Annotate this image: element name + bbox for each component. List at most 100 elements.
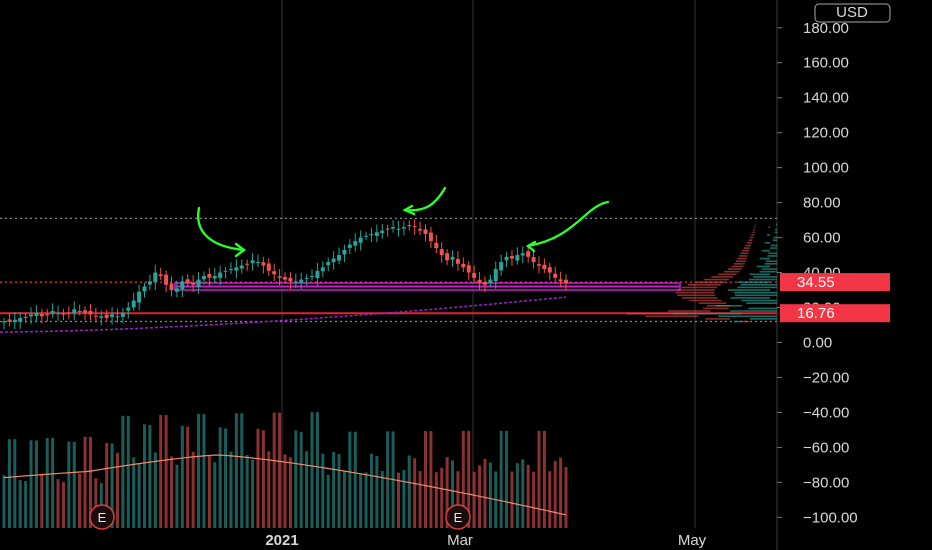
candle-body — [536, 264, 541, 266]
volume-profile-bar — [762, 249, 770, 252]
x-tick-label: May — [678, 532, 707, 549]
volume-bar — [213, 462, 217, 528]
support-zone-box — [174, 282, 681, 291]
volume-bar — [261, 430, 265, 528]
candle-body — [180, 281, 185, 290]
volume-bar — [521, 459, 525, 528]
candle-body — [374, 232, 379, 236]
volume-profile-bar — [682, 297, 718, 299]
volume-profile-bar — [730, 310, 777, 312]
volume-bar — [429, 431, 433, 528]
volume-bar — [424, 431, 427, 528]
candle-body — [558, 279, 563, 282]
candle-body — [564, 279, 568, 284]
volume-bar — [61, 482, 65, 528]
volume-bar — [229, 451, 233, 528]
currency-label[interactable]: USD — [836, 4, 868, 21]
volume-average-line — [3, 454, 567, 516]
volume-profile-bar — [735, 294, 777, 297]
volume-bar — [110, 443, 114, 528]
volume-bar — [332, 452, 336, 528]
y-tick-label: −100.00 — [803, 509, 858, 526]
candle-body — [83, 310, 88, 313]
volume-profile-bar — [761, 268, 777, 270]
volume-bar — [434, 472, 438, 528]
volume-profile-bar — [668, 310, 711, 312]
volume-bar — [29, 440, 33, 528]
candle-body — [337, 255, 342, 261]
candle-body — [515, 255, 520, 261]
volume-profile-bar — [695, 281, 725, 283]
volume-profile-bar — [718, 315, 777, 318]
candle-body — [423, 229, 428, 235]
candle-body — [218, 272, 223, 278]
volume-profile-bar — [750, 236, 754, 239]
candle-body — [288, 277, 293, 282]
arrow-head-peak-head — [402, 204, 416, 216]
candle-body — [315, 270, 320, 279]
volume-profile-bar — [702, 307, 729, 310]
volume-bar — [13, 439, 17, 528]
candle-body — [418, 228, 423, 231]
volume-profile-bar — [752, 276, 777, 278]
volume-bar — [137, 464, 141, 528]
candle-body — [164, 274, 169, 285]
candle-body — [120, 312, 125, 317]
volume-bar — [278, 412, 282, 528]
volume-profile-bar — [728, 268, 742, 270]
candle-body — [369, 234, 374, 236]
volume-profile-bar — [748, 278, 777, 281]
candle-body — [18, 318, 23, 322]
candle-body — [358, 237, 363, 243]
price-tag — [780, 304, 890, 323]
candle-body — [110, 314, 115, 317]
volume-bar — [407, 455, 411, 528]
candle-body — [461, 263, 466, 268]
volume-profile-bar — [745, 244, 751, 247]
currency-box — [814, 3, 891, 23]
volume-bar — [45, 437, 49, 528]
volume-bar — [467, 430, 471, 528]
volume-bar — [175, 464, 179, 528]
volume-bar — [186, 426, 190, 528]
candle-body — [401, 227, 406, 229]
candle-body — [77, 311, 82, 313]
volume-bar — [267, 451, 271, 528]
candle-body — [509, 255, 514, 259]
time-axis: 2021 Mar May — [265, 532, 706, 549]
arrow-right-shoulder-head — [525, 240, 537, 253]
candle-body — [115, 316, 120, 318]
price-tags: 34.55 16.76 — [780, 273, 890, 323]
x-tick-label: 2021 — [265, 532, 298, 549]
y-tick-label: 160.00 — [803, 55, 849, 72]
volume-bar — [364, 472, 368, 528]
volume-profile-bar — [764, 263, 777, 265]
volume-bar — [386, 431, 390, 528]
volume-bar — [164, 414, 168, 528]
volume-profile-bar — [746, 242, 752, 244]
candle-body — [504, 256, 509, 261]
volume-profile-bar — [769, 247, 777, 249]
volume-bar — [321, 453, 325, 528]
candle-body — [526, 251, 531, 257]
volume-profile-bar — [742, 249, 750, 252]
volume-bar — [526, 464, 530, 528]
volume-bar — [315, 412, 319, 528]
candle-body — [131, 300, 136, 308]
arrow-left-shoulder-head — [234, 242, 246, 258]
candle-body — [428, 232, 433, 242]
candle-body — [331, 258, 336, 263]
candle-body — [250, 260, 255, 264]
volume-bar — [94, 478, 98, 528]
volume-bar — [180, 425, 184, 528]
candle-body — [212, 276, 217, 279]
candle-body — [169, 283, 174, 291]
volume-bar — [326, 474, 330, 528]
y-tick-label: 180.00 — [803, 20, 849, 37]
candle-body — [50, 311, 55, 314]
candle-body — [353, 241, 358, 246]
volume-profile-bar — [770, 244, 777, 247]
candle-body — [99, 316, 104, 318]
volume-profile-bar — [748, 239, 753, 242]
volume-bar — [126, 415, 130, 528]
